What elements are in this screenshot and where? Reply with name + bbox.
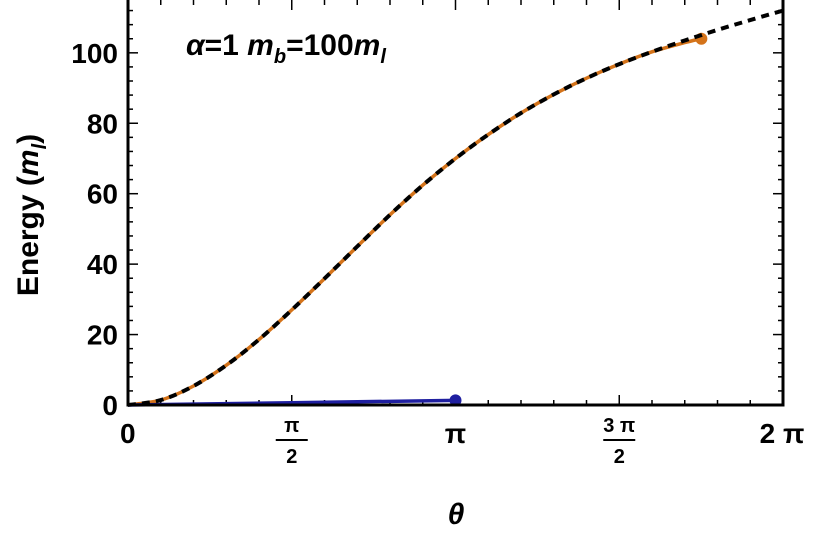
y-tick-label: 0 [102,390,118,421]
x-tick-label-denominator: 2 [286,446,297,468]
y-axis-label-close: ) [12,134,45,144]
annotation-alpha-value: =1 [205,29,248,62]
plot-frame [126,0,785,407]
plot-series [127,8,784,407]
x-tick-label-denominator: 2 [614,446,625,468]
y-tick-label: 100 [71,38,118,69]
y-tick-label: 60 [87,179,118,210]
x-tick-label-numerator: π [284,415,299,437]
series-line-0 [127,8,784,407]
x-axis-label: θ [448,498,465,531]
y-axis-label-unit: m [12,149,45,176]
series-endpoint-2 [449,394,462,407]
series-line-1 [127,36,702,407]
tick-labels: 0 20 40 60 80 100 0 π 2 π 3 π 2 2 π [71,38,804,468]
y-tick-label: 20 [87,320,118,351]
annotation-mass-b: m [247,29,274,62]
x-tick-label-numerator: 3 π [603,415,635,437]
x-tick-label: 2 π [760,418,805,449]
y-tick-label: 80 [87,108,118,139]
annotation-equals: =100 [286,29,354,62]
y-axis-label: Energy (ml) [12,134,51,296]
annotation-mass-l-sub: l [380,46,386,68]
y-axis-label-text: Energy ( [12,176,45,296]
x-tick-label: 0 [120,418,136,449]
annotation-alpha: α [186,29,206,62]
y-tick-label: 40 [87,249,118,280]
annotation-mass-b-sub: b [274,46,286,68]
x-tick-label: π [445,418,466,449]
annotation-mass-l: m [354,29,381,62]
y-axis-label-unit-sub: l [29,143,51,149]
annotation: α=1 mb=100ml [186,29,386,68]
